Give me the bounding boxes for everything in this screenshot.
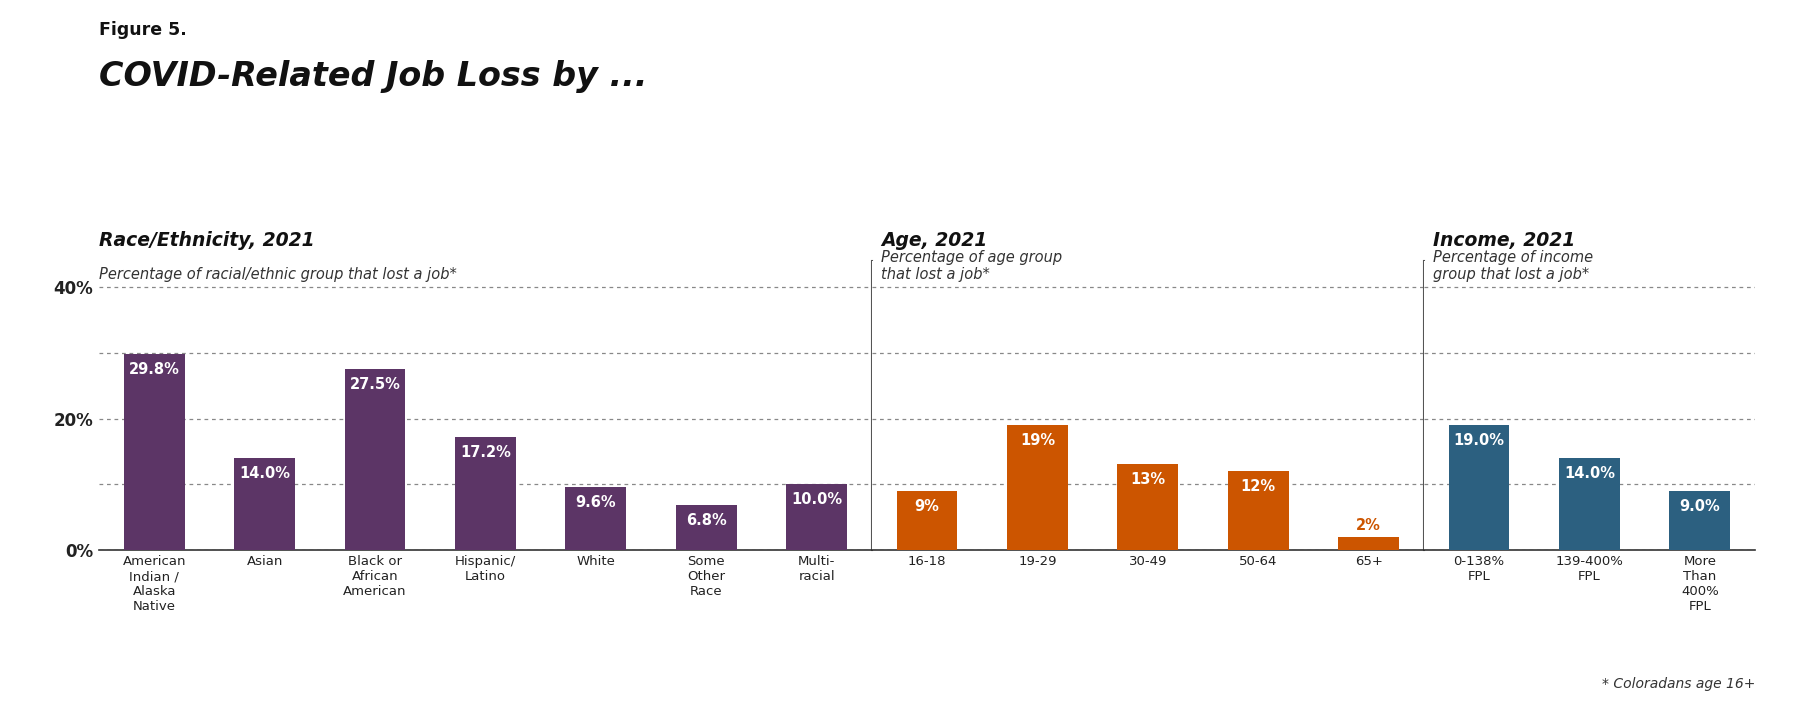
Text: 12%: 12% bbox=[1240, 479, 1276, 494]
Text: Percentage of age group
that lost a job*: Percentage of age group that lost a job* bbox=[880, 250, 1062, 282]
Text: 27.5%: 27.5% bbox=[349, 377, 400, 392]
Text: Race/Ethnicity, 2021: Race/Ethnicity, 2021 bbox=[99, 231, 315, 250]
Bar bbox=[1337, 537, 1399, 550]
Bar bbox=[1118, 465, 1179, 550]
Text: 9%: 9% bbox=[914, 498, 940, 514]
Bar bbox=[234, 458, 295, 550]
Text: Percentage of racial/ethnic group that lost a job*: Percentage of racial/ethnic group that l… bbox=[99, 267, 457, 282]
Bar bbox=[455, 437, 517, 550]
Bar bbox=[565, 487, 626, 550]
Bar bbox=[1006, 425, 1067, 550]
Text: Percentage of income
group that lost a job*: Percentage of income group that lost a j… bbox=[1433, 250, 1593, 282]
Text: Income, 2021: Income, 2021 bbox=[1433, 231, 1575, 250]
Text: Age, 2021: Age, 2021 bbox=[880, 231, 986, 250]
Text: 29.8%: 29.8% bbox=[130, 362, 180, 377]
Text: 9.0%: 9.0% bbox=[1679, 498, 1721, 514]
Text: 2%: 2% bbox=[1355, 518, 1381, 534]
Text: 6.8%: 6.8% bbox=[686, 513, 727, 528]
Text: 17.2%: 17.2% bbox=[461, 445, 511, 460]
Text: * Coloradans age 16+: * Coloradans age 16+ bbox=[1602, 677, 1755, 691]
Text: 14.0%: 14.0% bbox=[1564, 466, 1615, 481]
Bar bbox=[1228, 471, 1289, 550]
Text: 13%: 13% bbox=[1130, 472, 1165, 487]
Bar bbox=[787, 484, 848, 550]
Text: Figure 5.: Figure 5. bbox=[99, 21, 187, 39]
Text: 14.0%: 14.0% bbox=[239, 466, 290, 481]
Text: 10.0%: 10.0% bbox=[790, 492, 842, 507]
Text: COVID-Related Job Loss by ...: COVID-Related Job Loss by ... bbox=[99, 60, 648, 93]
Text: 9.6%: 9.6% bbox=[576, 495, 616, 510]
Bar bbox=[344, 369, 405, 550]
Text: 19%: 19% bbox=[1021, 433, 1055, 448]
Bar bbox=[1669, 491, 1730, 550]
Bar bbox=[896, 491, 958, 550]
Bar bbox=[675, 505, 736, 550]
Text: 19.0%: 19.0% bbox=[1454, 433, 1505, 448]
Bar bbox=[1559, 458, 1620, 550]
Bar bbox=[124, 354, 185, 550]
Bar bbox=[1449, 425, 1510, 550]
